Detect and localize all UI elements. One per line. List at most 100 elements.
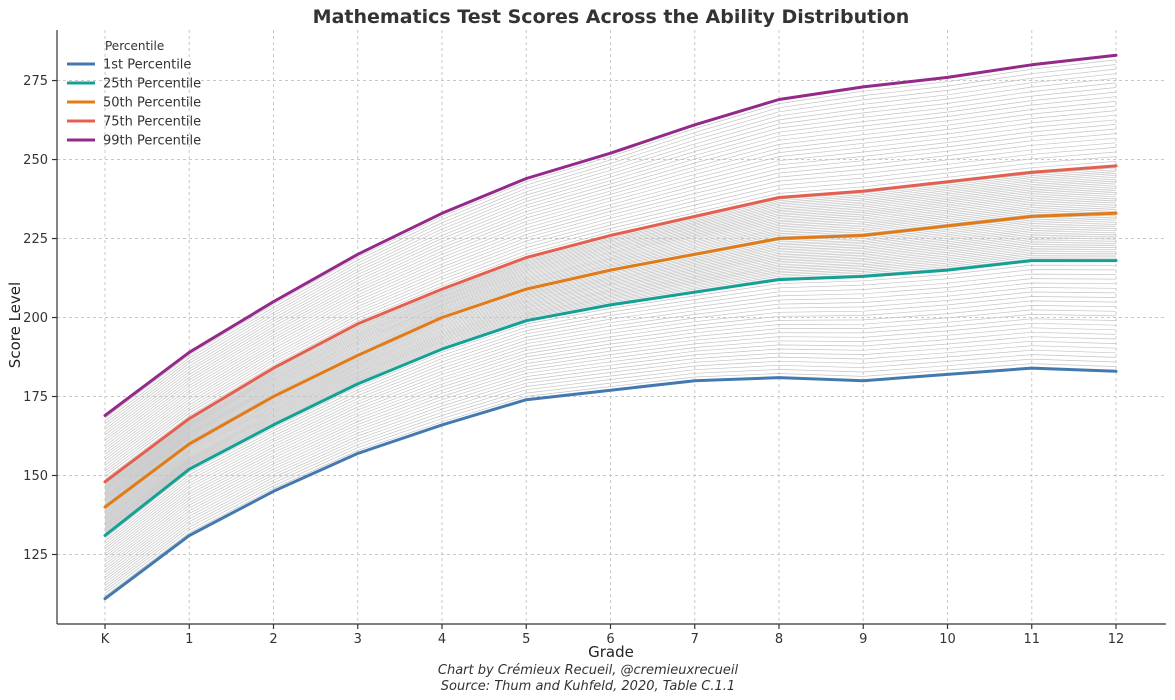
percentile-fill-line (104, 169, 1117, 485)
percentile-fill-line (104, 209, 1117, 506)
percentile-fill-line (104, 327, 1117, 576)
percentile-fill-line (104, 114, 1117, 452)
percentile-fill-line (104, 235, 1117, 521)
percentile-fill-line (104, 137, 1117, 466)
credit-line-2: Source: Thum and Kuhfeld, 2020, Table C.… (441, 679, 735, 694)
percentile-fill-line (104, 314, 1117, 568)
x-tick-label: 10 (939, 632, 956, 647)
percentile-fill-line (104, 110, 1117, 449)
x-axis-label: Grade (588, 643, 634, 661)
percentile-fill-line (104, 197, 1117, 500)
percentile-fill-line (104, 245, 1117, 527)
x-tick-label: K (101, 632, 110, 647)
percentile-fill-line (104, 142, 1117, 469)
percentile-fill-lines (104, 54, 1117, 599)
percentile-fill-line (104, 248, 1117, 529)
percentile-fill-line (104, 82, 1117, 433)
percentile-fill-line (104, 336, 1117, 581)
legend-label: 1st Percentile (103, 58, 191, 73)
percentile-fill-line (104, 228, 1117, 517)
y-tick-label: 275 (23, 74, 48, 89)
series-line-99th-percentile (103, 53, 1118, 417)
percentile-fill-line (104, 105, 1117, 447)
percentile-fill-line (104, 151, 1117, 474)
percentile-fill-line (104, 199, 1117, 501)
percentile-fill-line (104, 173, 1117, 487)
legend-label: 75th Percentile (103, 115, 201, 130)
percentile-fill-line (104, 201, 1117, 502)
percentile-fill-line (104, 216, 1117, 510)
percentile-fill-line (104, 192, 1117, 497)
series-lines (103, 53, 1118, 601)
percentile-fill-line (104, 180, 1117, 491)
legend-label: 50th Percentile (103, 96, 201, 111)
percentile-fill-line (104, 300, 1117, 560)
percentile-fill-line (104, 241, 1117, 525)
percentile-fill-line (104, 250, 1117, 531)
y-tick-label: 175 (23, 390, 48, 405)
y-tick-label: 125 (23, 548, 48, 563)
percentile-fill-line (104, 256, 1117, 534)
series-line-75th-percentile (103, 164, 1118, 484)
percentile-fill-line (104, 254, 1117, 533)
legend-item: 25th Percentile (67, 77, 201, 92)
percentile-fill-line (104, 190, 1117, 496)
series-line-25th-percentile (103, 259, 1118, 537)
percentile-fill-line (104, 119, 1117, 455)
legend-item: 1st Percentile (67, 58, 191, 73)
percentile-fill-line (104, 101, 1117, 444)
x-tick-label: 7 (691, 632, 699, 647)
percentile-fill-line (104, 133, 1117, 463)
x-tick-label: 11 (1023, 632, 1040, 647)
y-tick-label: 200 (23, 311, 48, 326)
percentile-fill-line (104, 195, 1117, 499)
percentile-fill-line (104, 68, 1117, 425)
percentile-fill-line (104, 229, 1117, 518)
x-tick-label: 6 (606, 632, 614, 647)
percentile-fill-line (104, 174, 1117, 488)
x-tick-label: 4 (438, 632, 446, 647)
percentile-fill-line (104, 243, 1117, 526)
x-tick-label: 5 (522, 632, 530, 647)
percentile-fill-line (104, 349, 1117, 589)
percentile-fill-line (104, 354, 1117, 592)
credit-line-1: Chart by Crémieux Recueil, @cremieuxrecu… (438, 663, 739, 678)
percentile-fill-line (104, 203, 1117, 503)
percentile-fill-line (104, 233, 1117, 520)
percentile-fill-line (104, 363, 1117, 597)
percentile-fill-line (104, 184, 1117, 493)
percentile-fill-line (104, 64, 1117, 422)
percentile-fill-line (104, 239, 1117, 524)
grid (57, 30, 1166, 624)
percentile-fill-line (104, 345, 1117, 586)
percentile-fill-line (104, 282, 1117, 549)
legend: Percentile 1st Percentile 25th Percentile 5… (67, 39, 201, 149)
percentile-fill-line (104, 358, 1117, 594)
axes (56, 30, 1166, 625)
percentile-fill-line (104, 205, 1117, 504)
legend-title: Percentile (105, 39, 164, 53)
percentile-fill-line (104, 87, 1117, 436)
percentile-fill-line (104, 160, 1117, 480)
percentile-fill-line (104, 207, 1117, 505)
percentile-fill-line (104, 237, 1117, 523)
legend-label: 99th Percentile (103, 134, 201, 149)
percentile-fill-line (104, 186, 1117, 494)
percentile-fill-line (104, 296, 1117, 557)
series-line-50th-percentile (103, 211, 1118, 509)
y-tick-label: 250 (23, 153, 48, 168)
percentile-fill-line (104, 96, 1117, 441)
percentile-fill-line (104, 218, 1117, 511)
percentile-fill-line (104, 226, 1117, 516)
percentile-fill-line (104, 331, 1117, 578)
y-tick-label: 225 (23, 232, 48, 247)
percentile-fill-line (104, 305, 1117, 563)
percentile-fill-line (104, 182, 1117, 492)
legend-item: 75th Percentile (67, 115, 201, 130)
percentile-fill-line (104, 269, 1117, 542)
percentile-fill-line (104, 128, 1117, 460)
percentile-fill-line (104, 247, 1117, 528)
percentile-fill-line (104, 124, 1117, 458)
